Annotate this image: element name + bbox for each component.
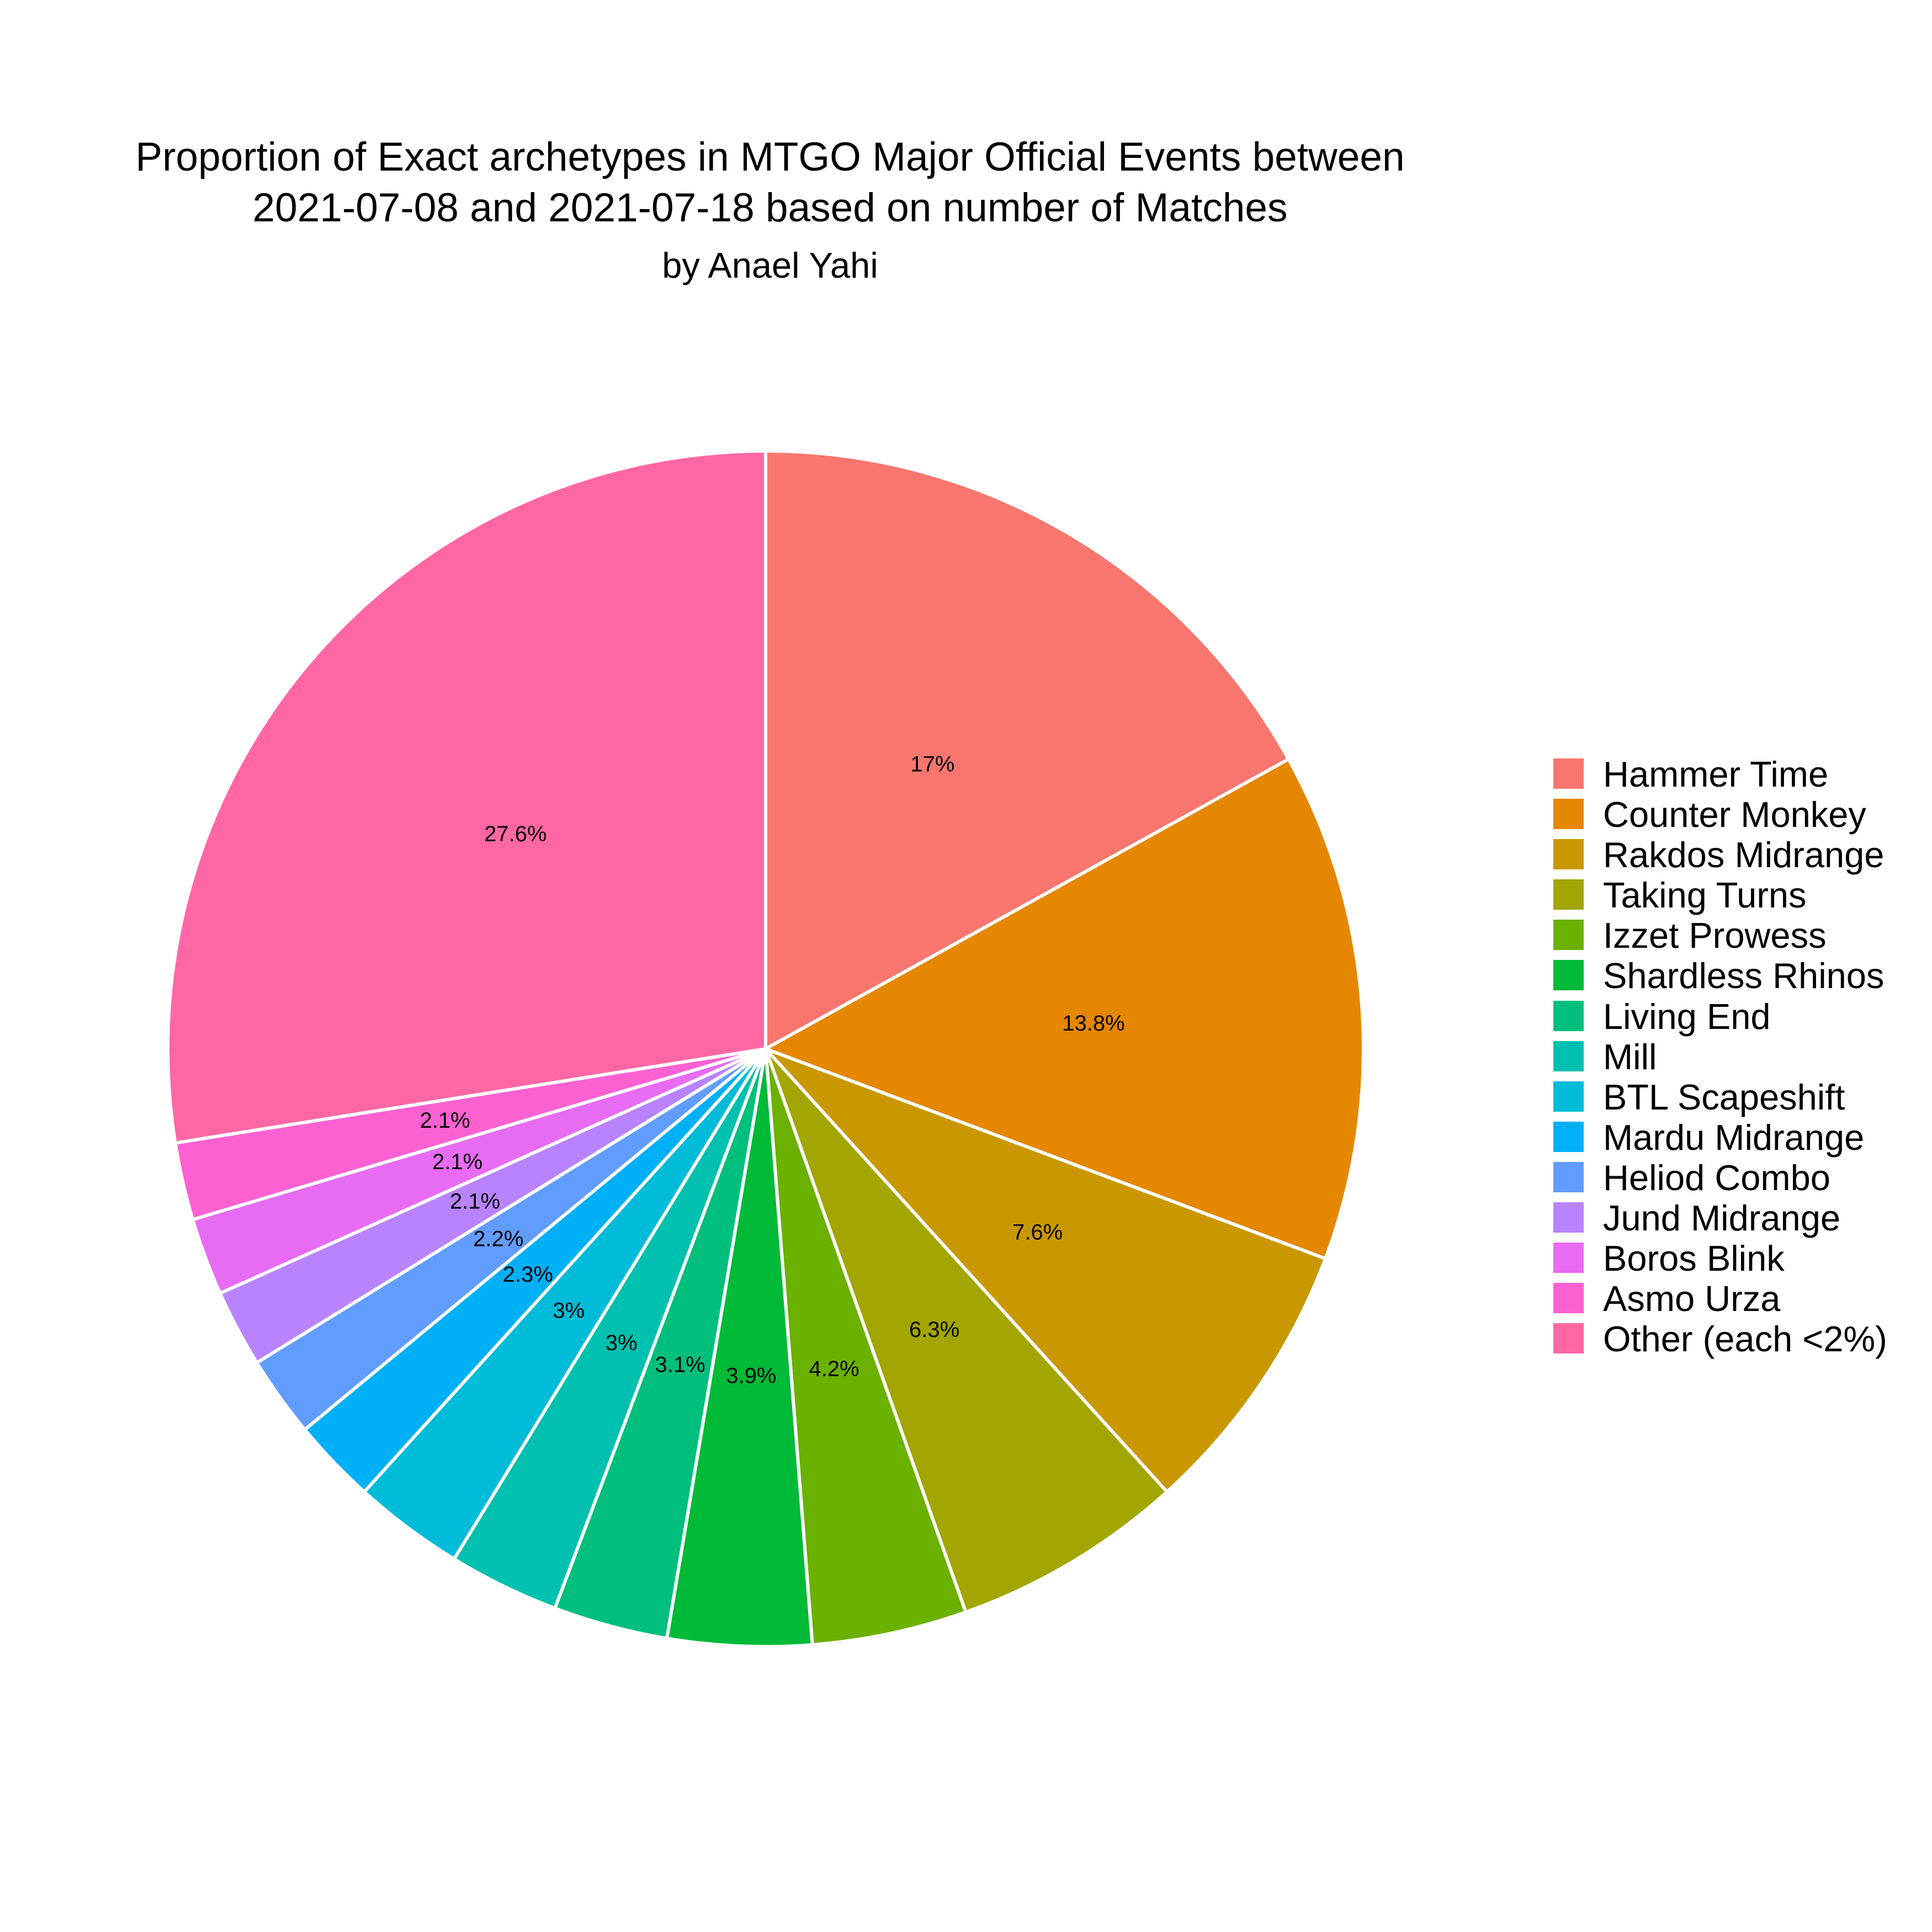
- legend-label: Taking Turns: [1603, 875, 1807, 916]
- legend-swatch: [1553, 758, 1584, 789]
- legend-label: Jund Midrange: [1603, 1198, 1840, 1239]
- legend-label: Hammer Time: [1603, 754, 1829, 794]
- legend-label: Counter Monkey: [1603, 794, 1866, 835]
- slice-value-label: 2.1%: [450, 1189, 500, 1213]
- pie-slices: [166, 449, 1365, 1648]
- slice-value-label: 2.3%: [503, 1262, 553, 1287]
- legend-label: Shardless Rhinos: [1603, 956, 1885, 996]
- legend-swatch: [1553, 1243, 1584, 1273]
- legend-label: Asmo Urza: [1603, 1278, 1781, 1319]
- legend-label: Living End: [1603, 996, 1771, 1037]
- legend-label: Rakdos Midrange: [1603, 835, 1885, 875]
- legend-swatch: [1553, 1000, 1584, 1031]
- legend-swatch: [1553, 920, 1584, 951]
- slice-value-label: 27.6%: [484, 822, 546, 846]
- slice-value-label: 4.2%: [809, 1357, 859, 1381]
- slice-value-label: 7.6%: [1012, 1220, 1063, 1244]
- pie-slice-rakdos-midrange: [764, 1047, 1328, 1494]
- pie-slice-hammer-time: [764, 449, 1291, 1050]
- slice-value-label: 3.1%: [655, 1353, 705, 1377]
- legend-label: Mill: [1603, 1036, 1657, 1077]
- legend-swatch: [1553, 1081, 1584, 1112]
- slice-value-label: 2.1%: [420, 1108, 470, 1133]
- slice-value-label: 13.8%: [1062, 1011, 1124, 1036]
- pie-slice-izzet-prowess: [764, 1047, 968, 1647]
- legend-swatch: [1553, 1283, 1584, 1314]
- legend-label: Mardu Midrange: [1603, 1117, 1865, 1158]
- legend-label: BTL Scapeshift: [1603, 1076, 1845, 1117]
- legend-label: Izzet Prowess: [1603, 915, 1827, 956]
- legend-label: Boros Blink: [1603, 1238, 1785, 1279]
- legend-swatch: [1553, 1041, 1584, 1071]
- slice-value-label: 2.2%: [473, 1227, 523, 1251]
- legend-swatch: [1553, 1161, 1584, 1192]
- slice-value-label: 6.3%: [909, 1318, 959, 1342]
- slice-value-label: 3.9%: [726, 1364, 776, 1388]
- legend-swatch: [1553, 879, 1584, 910]
- slice-value-label: 2.1%: [432, 1150, 482, 1174]
- legend-label: Other (each <2%): [1603, 1319, 1887, 1360]
- chart-subtitle: by Anael Yahi: [662, 245, 878, 285]
- slice-value-label: 3%: [553, 1299, 585, 1323]
- legend-swatch: [1553, 1323, 1584, 1354]
- legend-swatch: [1553, 1202, 1584, 1233]
- slice-value-label: 17%: [910, 752, 954, 776]
- chart-title-line-1: Proportion of Exact archetypes in MTGO M…: [135, 135, 1405, 179]
- pie-slice-counter-monkey: [764, 757, 1365, 1261]
- legend-label: Heliod Combo: [1603, 1157, 1830, 1198]
- pie-slice-other-each-2: [166, 449, 767, 1145]
- pie-slice-shardless-rhinos: [665, 1047, 814, 1648]
- legend-swatch: [1553, 960, 1584, 991]
- legend-swatch: [1553, 839, 1584, 870]
- slice-value-label: 3%: [606, 1331, 638, 1355]
- pie-slice-taking-turns: [764, 1047, 1169, 1614]
- chart-title-line-2: 2021-07-08 and 2021-07-18 based on numbe…: [252, 185, 1288, 230]
- pie-slice-labels: 17%13.8%7.6%6.3%4.2%3.9%3.1%3%3%2.3%2.2%…: [420, 752, 1125, 1388]
- legend-swatch: [1553, 799, 1584, 830]
- legend-swatch: [1553, 1121, 1584, 1152]
